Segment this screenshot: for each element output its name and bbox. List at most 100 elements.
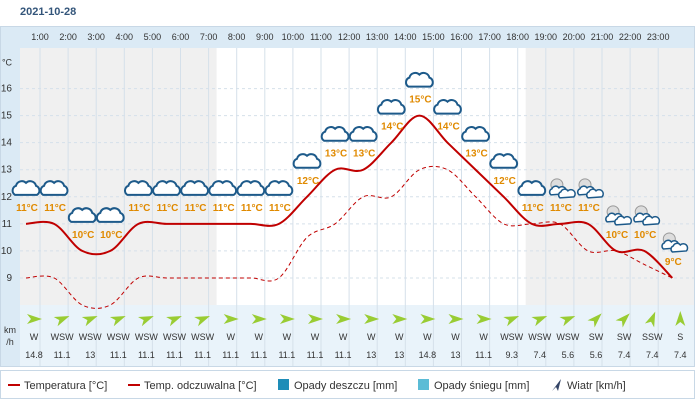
wind-unit-label: km bbox=[4, 325, 16, 335]
wind-arrow-icon bbox=[251, 314, 267, 324]
wind-arrow-icon bbox=[27, 314, 42, 324]
wind-arrow-icon bbox=[138, 315, 154, 327]
hour-label: 14:00 bbox=[394, 32, 417, 42]
wind-arrow-shape bbox=[675, 311, 686, 326]
wind-direction-label: W bbox=[423, 332, 432, 342]
legend-swatch-box bbox=[418, 379, 429, 390]
temperature-label: 11°C bbox=[44, 203, 66, 214]
hour-label: 6:00 bbox=[172, 32, 190, 42]
wind-arrow-shape bbox=[448, 314, 464, 324]
wind-legend-icon bbox=[552, 379, 561, 391]
wind-arrow-shape bbox=[194, 315, 210, 327]
hour-label: 5:00 bbox=[144, 32, 162, 42]
wind-arrow-icon bbox=[476, 314, 492, 324]
cloud-shape bbox=[642, 215, 661, 226]
cloud-shape bbox=[585, 188, 604, 199]
wind-direction-label: WSW bbox=[107, 332, 130, 342]
hour-label: 9:00 bbox=[256, 32, 274, 42]
wind-arrow-shape bbox=[615, 313, 630, 328]
cloud-icon bbox=[376, 99, 406, 115]
legend-item: Temperatura [°C] bbox=[8, 380, 107, 392]
wind-arrow-shape bbox=[279, 314, 295, 324]
cloud-shape bbox=[67, 207, 97, 223]
hour-label: 13:00 bbox=[366, 32, 389, 42]
cloud-shape bbox=[292, 153, 322, 169]
cloud-icon bbox=[489, 153, 519, 169]
wind-arrow-icon bbox=[559, 315, 576, 327]
wind-arrow-shape bbox=[476, 314, 492, 324]
hour-label: 7:00 bbox=[200, 32, 218, 42]
wind-direction-label: WSW bbox=[500, 332, 523, 342]
hour-label: 17:00 bbox=[478, 32, 501, 42]
temperature-label: 11°C bbox=[129, 203, 151, 214]
cloud-shape bbox=[517, 180, 547, 196]
temperature-label: 10°C bbox=[100, 230, 122, 241]
hour-label: 16:00 bbox=[450, 32, 473, 42]
wind-arrow-icon bbox=[644, 311, 656, 328]
wind-direction-label: W bbox=[339, 332, 348, 342]
cloud-shape bbox=[405, 72, 434, 88]
chart-grid bbox=[20, 48, 694, 366]
wind-direction-label: W bbox=[226, 332, 235, 342]
wind-arrow-icon bbox=[109, 315, 126, 327]
cloud-shape bbox=[124, 180, 153, 196]
moon-cloud-icon bbox=[605, 205, 633, 226]
legend-item: Opady śniegu [mm] bbox=[418, 379, 529, 392]
wind-arrow-shape bbox=[251, 314, 267, 324]
wind-arrow-shape bbox=[531, 315, 548, 327]
wind-arrow-shape bbox=[138, 315, 154, 327]
cloud-shape bbox=[557, 188, 576, 199]
temperature-label: 11°C bbox=[16, 203, 38, 214]
temperature-label: 12°C bbox=[297, 176, 319, 187]
wind-unit-label: /h bbox=[6, 337, 14, 347]
wind-arrow-icon bbox=[81, 315, 98, 327]
wind-speed-label: 11.1 bbox=[194, 350, 211, 360]
legend-label: Opady deszczu [mm] bbox=[294, 380, 397, 392]
cloud-icon bbox=[236, 180, 266, 196]
wind-direction-label: WSW bbox=[51, 332, 74, 342]
wind-speed-label: 13 bbox=[394, 350, 404, 360]
temperature-label: 11°C bbox=[213, 203, 235, 214]
wind-speed-label: 5.6 bbox=[562, 350, 575, 360]
wind-arrow-shape bbox=[308, 314, 323, 324]
hour-label: 15:00 bbox=[422, 32, 445, 42]
moon-cloud-icon bbox=[661, 232, 689, 253]
cloud-shape bbox=[348, 126, 378, 142]
hour-label: 1:00 bbox=[31, 32, 49, 42]
wind-arrow-icon bbox=[587, 313, 602, 328]
legend-label: Temp. odczuwalna [°C] bbox=[144, 380, 257, 392]
weather-icons bbox=[11, 72, 689, 253]
temperature-label: 11°C bbox=[522, 203, 544, 214]
temperature-label: 11°C bbox=[550, 203, 572, 214]
temperature-label: 11°C bbox=[269, 203, 291, 214]
hour-label: 11:00 bbox=[310, 32, 332, 42]
wind-speed-label: 14.8 bbox=[419, 350, 437, 360]
wind-speed-label: 11.1 bbox=[110, 350, 127, 360]
wind-arrow-shape bbox=[166, 315, 182, 327]
wind-arrow-icon bbox=[675, 311, 686, 326]
date-label: 2021-10-28 bbox=[20, 6, 77, 18]
cloud-shape bbox=[489, 153, 519, 169]
cloud-icon bbox=[320, 126, 350, 142]
legend-item: Opady deszczu [mm] bbox=[278, 379, 397, 392]
temperature-label: 10°C bbox=[72, 230, 94, 241]
wind-speed-label: 5.6 bbox=[590, 350, 603, 360]
hour-label: 18:00 bbox=[506, 32, 529, 42]
y-tick-label: 16 bbox=[1, 84, 13, 95]
cloud-shape bbox=[208, 180, 238, 196]
temperature-label: 10°C bbox=[634, 230, 656, 241]
wind-band bbox=[20, 305, 694, 366]
y-tick-label: 13 bbox=[1, 165, 13, 176]
cloud-icon bbox=[433, 99, 462, 115]
wind-direction-label: WSW bbox=[135, 332, 158, 342]
hour-label: 23:00 bbox=[647, 32, 670, 42]
cloud-icon bbox=[152, 180, 181, 196]
daylight-background bbox=[216, 48, 526, 305]
wind-direction-label: W bbox=[395, 332, 404, 342]
moon-cloud-icon bbox=[548, 178, 576, 199]
legend-bar: Temperatura [°C] Temp. odczuwalna [°C] Opa… bbox=[0, 370, 695, 399]
cloud-icon bbox=[95, 207, 125, 223]
legend-frame bbox=[0, 370, 695, 399]
temperature-label: 13°C bbox=[465, 149, 487, 160]
wind-arrow-shape bbox=[336, 314, 352, 324]
